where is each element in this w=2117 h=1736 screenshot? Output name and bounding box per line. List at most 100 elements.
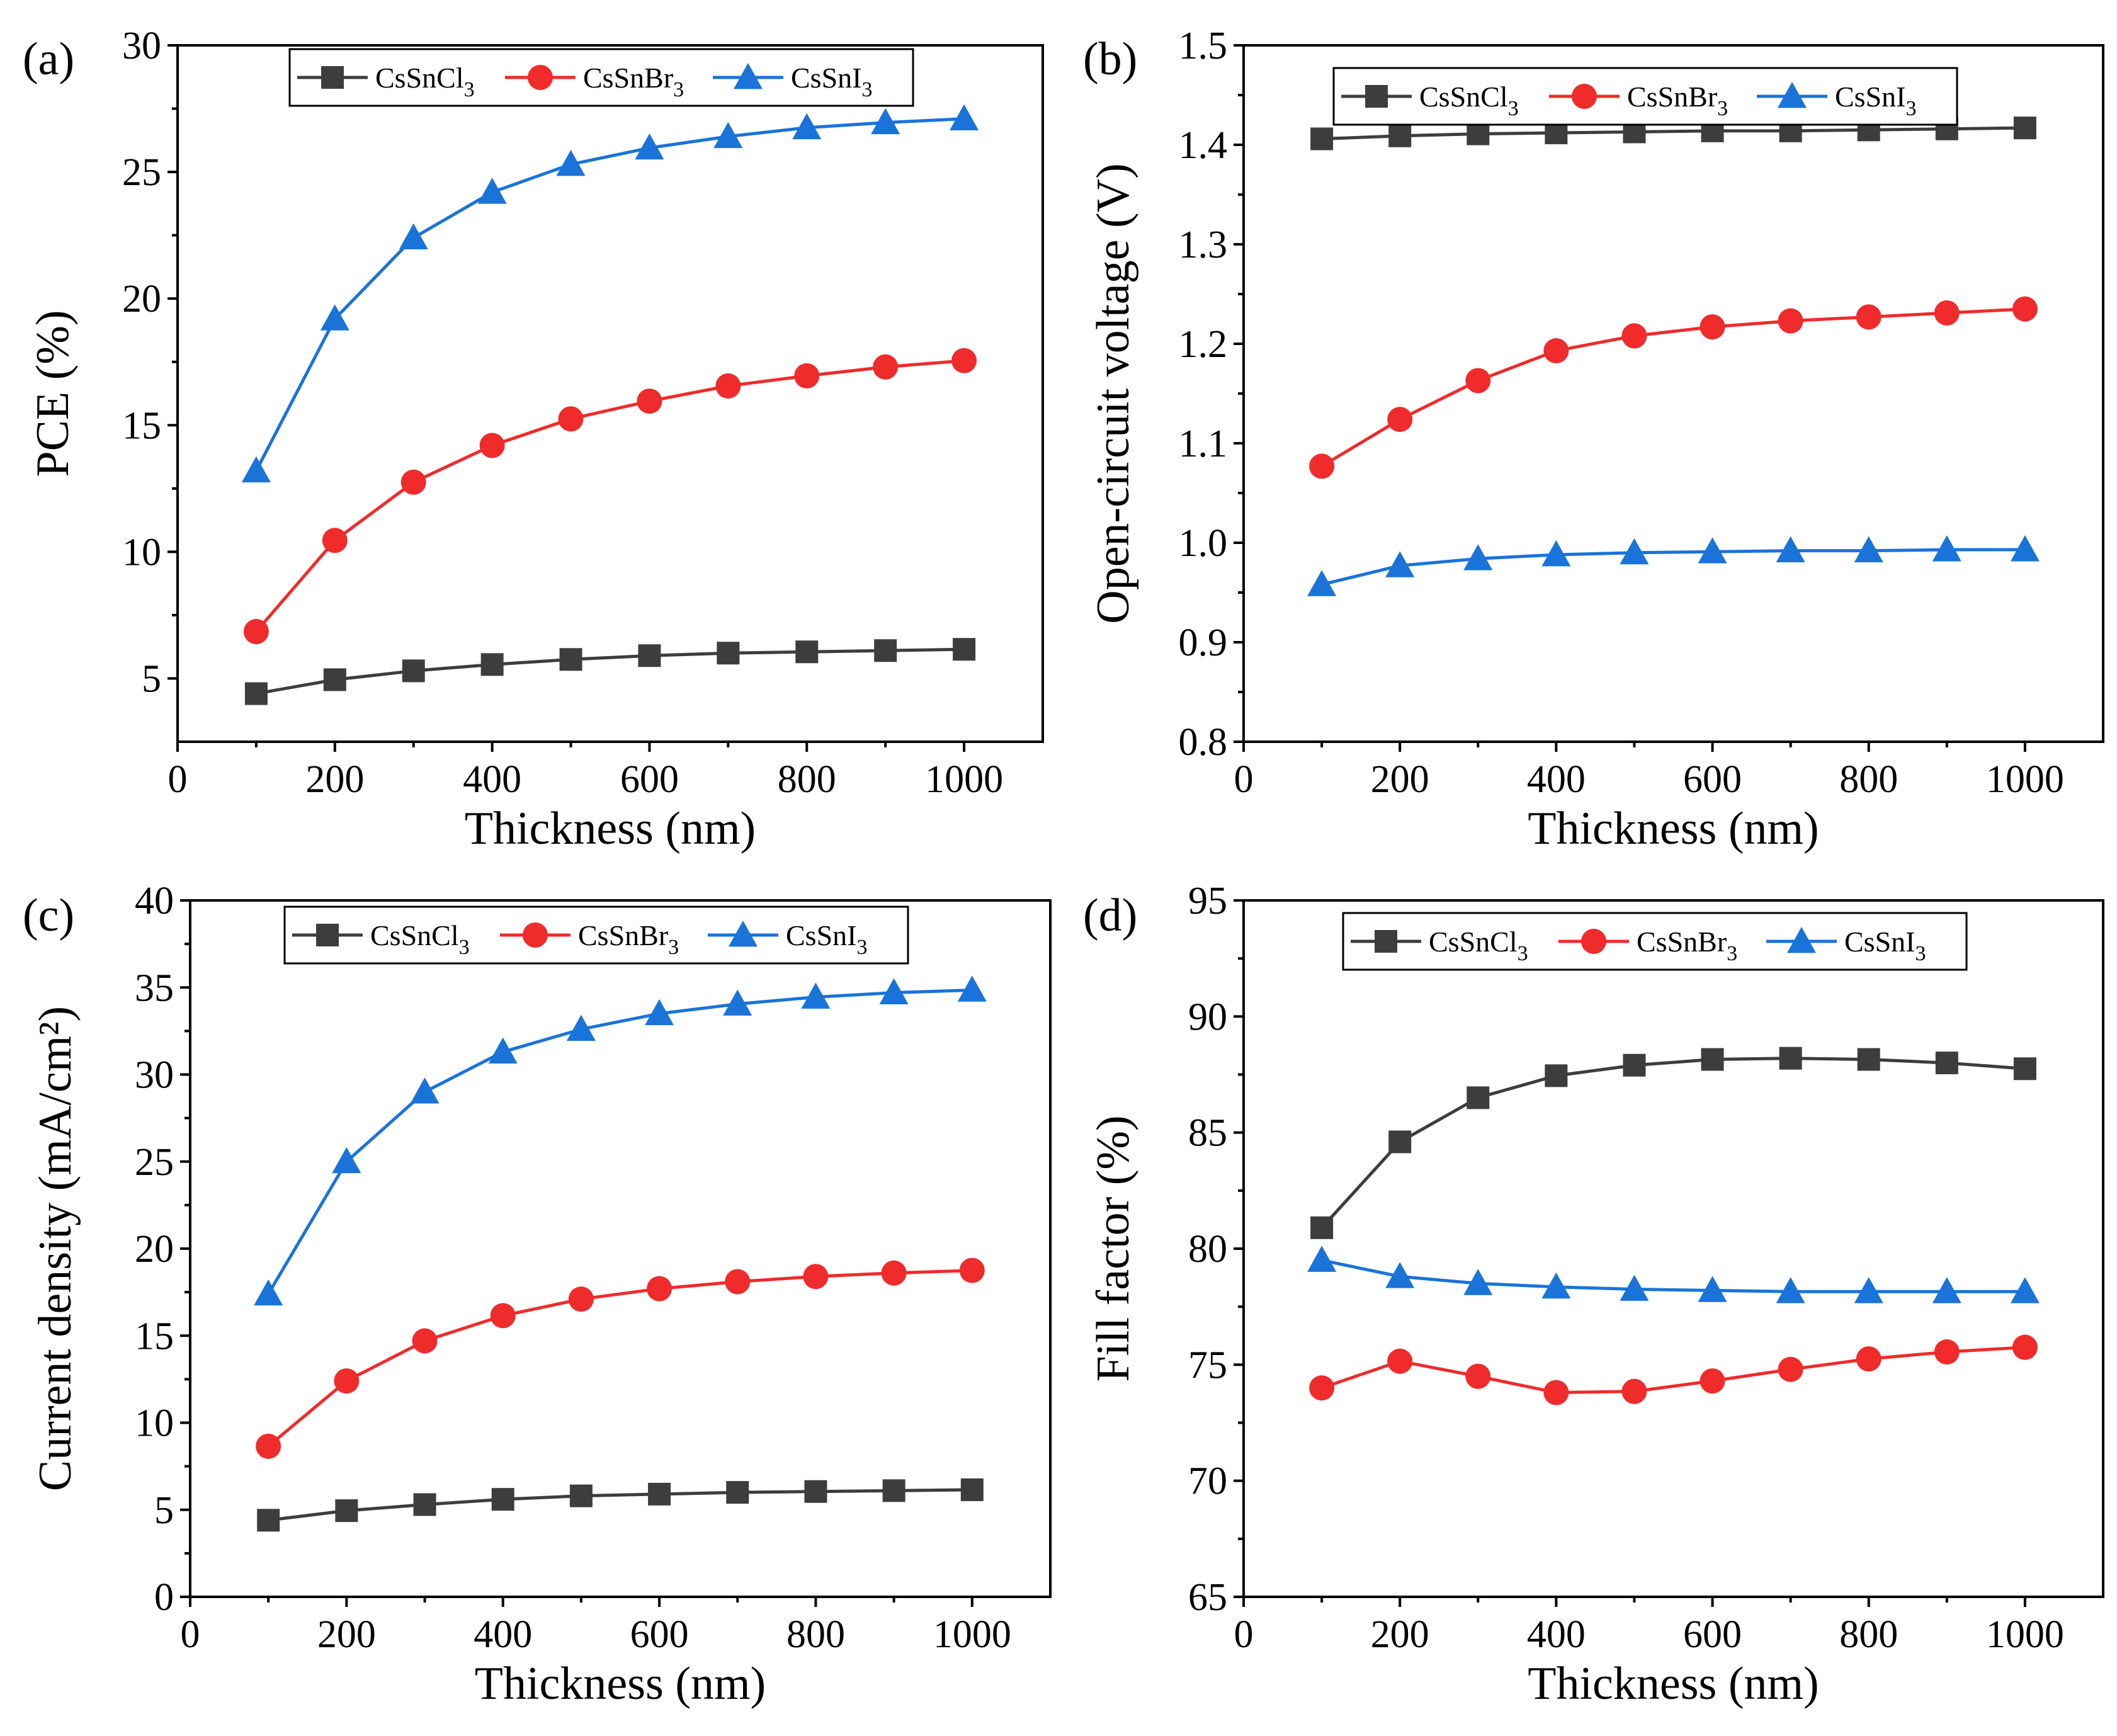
data-point [1385,551,1415,577]
plot-frame [189,899,1052,1598]
series-CsSnCl3 [244,638,976,705]
data-point [257,1509,280,1532]
data-point [1310,127,1334,150]
data-point [1934,300,1960,326]
x-tick-label: 1000 [1986,1613,2064,1656]
data-point [1620,538,1649,565]
plot-frame [1242,44,2104,743]
data-point [637,389,662,414]
y-axis-title: Fill factor (%) [1087,1115,1139,1381]
legend-marker [1778,82,1807,108]
data-point [1541,1272,1571,1299]
legend-label: CsSnBr3 [583,62,684,101]
data-point [1309,453,1335,479]
legend-marker [729,921,758,947]
series-CsSnCl3 [257,1478,984,1532]
series-line [255,359,965,633]
data-point [479,433,505,458]
x-tick-label: 400 [1527,758,1586,801]
y-tick-label: 25 [135,1141,174,1184]
series-line [1320,307,2026,468]
y-axis-title: PCE (%) [27,310,79,477]
y-tick-label: 15 [135,1315,174,1358]
y-axis-title: Current density (mA/cm²) [30,1006,81,1491]
legend-label: CsSnCl3 [1429,926,1528,965]
series-line [1320,1057,2026,1229]
data-point [871,108,900,135]
y-tick-label: 90 [1188,996,1227,1038]
y-tick-label: 35 [135,967,174,1009]
series-CsSnBr3 [256,1257,985,1459]
data-point [1465,368,1491,394]
legend-marker [528,65,553,90]
data-point [1463,544,1493,570]
y-tick-label: 25 [122,151,161,194]
legend-marker [734,63,763,89]
data-point [638,644,661,667]
data-point [1388,124,1412,147]
data-point [953,638,976,661]
data-point [491,1488,514,1511]
data-point [2010,1277,2040,1303]
series-line [1321,548,2025,586]
data-point [874,639,897,662]
data-point [1935,1052,1958,1075]
legend-marker [1365,85,1388,108]
data-point [399,223,428,250]
data-point [559,648,582,671]
data-point [723,989,752,1016]
data-point [1623,1053,1646,1077]
data-point [1465,1363,1491,1389]
data-point [1307,570,1337,596]
legend: CsSnCl3 CsSnBr3 CsSnI3 [1332,67,1958,126]
y-tick-label: 95 [1188,880,1227,922]
legend-box [283,905,909,965]
y-tick-label: 0 [154,1576,174,1619]
series-line [254,117,965,472]
x-tick-label: 0 [168,758,188,801]
panel-label: (a) [23,33,74,85]
data-point [635,133,664,160]
legend-marker [1375,930,1397,953]
data-point [881,1260,907,1286]
data-point [1620,1274,1649,1301]
data-point [726,1481,749,1504]
y-tick-label: 10 [122,531,161,574]
y-tick-label: 20 [122,278,161,321]
x-axis-title: Thickness (nm) [1528,1658,1819,1710]
data-point [569,1484,593,1507]
data-point [254,1279,283,1306]
series-line [267,1269,972,1448]
legend-box [1332,67,1958,126]
legend-marker [523,922,548,948]
x-tick-label: 1000 [1986,758,2064,801]
y-tick-label: 1.2 [1179,323,1228,366]
legend-box [288,48,914,107]
data-point [256,1433,281,1459]
legend: CsSnCl3 CsSnBr3 CsSnI3 [288,48,914,107]
x-tick-label: 600 [1683,758,1742,801]
data-point [795,640,819,664]
data-point [1621,1378,1647,1404]
x-tick-label: 600 [620,758,679,801]
data-point [1778,308,1803,334]
x-axis-title: Thickness (nm) [475,1658,766,1710]
data-point [566,1014,596,1041]
plot-frame [176,44,1044,743]
legend-label: CsSnBr3 [1627,81,1728,120]
legend-label: CsSnI3 [786,919,867,959]
plot-frame [1242,899,2104,1598]
series-CsSnBr3 [1309,296,2038,479]
data-point [1857,1048,1880,1071]
x-tick-label: 400 [463,758,521,801]
y-tick-label: 70 [1188,1460,1227,1503]
data-point [1700,314,1725,340]
series-line [1321,126,2025,141]
y-tick-label: 5 [142,657,161,700]
data-point [882,1479,905,1502]
data-point [1463,1269,1493,1295]
y-tick-label: 30 [122,25,161,67]
y-tick-label: 5 [154,1489,174,1532]
data-point [1387,407,1413,433]
data-point [648,1482,671,1506]
